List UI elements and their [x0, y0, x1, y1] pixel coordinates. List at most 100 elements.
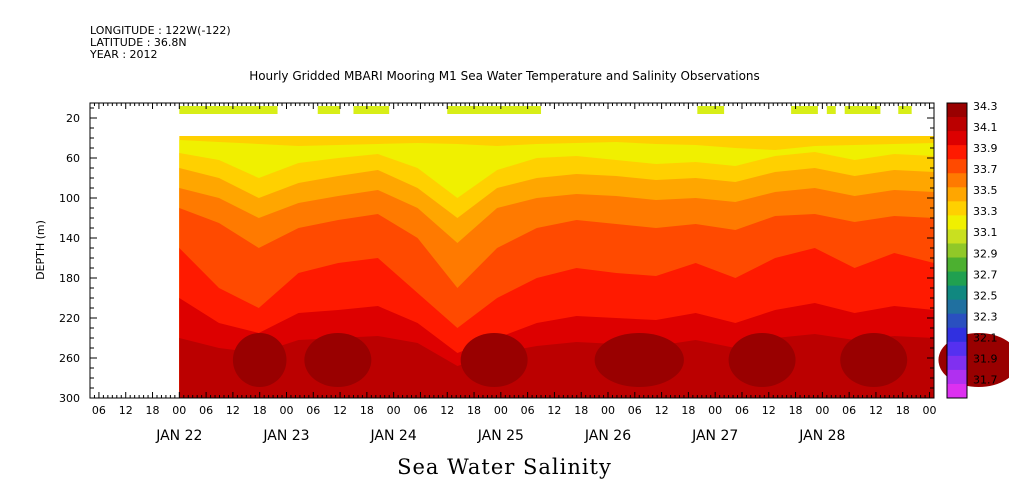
- x-tick-label: 06: [92, 404, 106, 417]
- surface-bar-segment: [179, 106, 278, 114]
- y-tick-label: 300: [59, 392, 80, 405]
- x-tick-label: 12: [869, 404, 883, 417]
- y-tick-labels: 20 60 100 140 180 220 260 300: [59, 112, 80, 405]
- colorbar-label: 32.9: [973, 247, 998, 260]
- y-axis-label: DEPTH (m): [34, 220, 47, 280]
- x-tick-label: 12: [226, 404, 240, 417]
- x-tick-label: 18: [253, 404, 267, 417]
- y-tick-label: 180: [59, 272, 80, 285]
- x-tick-label: 12: [119, 404, 133, 417]
- day-label: JAN 26: [584, 428, 631, 444]
- bottom-title: Sea Water Salinity: [397, 455, 612, 479]
- colorbar-label: 33.1: [973, 226, 998, 239]
- colorbar-label: 33.3: [973, 205, 998, 218]
- y-tick-label: 60: [66, 152, 80, 165]
- colorbar-label: 34.3: [973, 100, 998, 113]
- x-tick-label: 12: [655, 404, 669, 417]
- x-tick-label: 18: [146, 404, 160, 417]
- deep-patch: [594, 333, 684, 387]
- x-tick-label: 12: [547, 404, 561, 417]
- surface-bar-segment: [353, 106, 390, 114]
- surface-bar: [179, 106, 912, 114]
- x-tick-label: 06: [413, 404, 427, 417]
- day-label: JAN 28: [798, 428, 845, 444]
- colorbar-label: 32.7: [973, 268, 998, 281]
- y-tick-label: 140: [59, 232, 80, 245]
- colorbar-swatch: [947, 313, 967, 329]
- surface-bar-segment: [317, 106, 341, 114]
- colorbar-swatch: [947, 341, 967, 357]
- colorbar-swatch: [947, 299, 967, 315]
- colorbar-label: 34.1: [973, 121, 998, 134]
- colorbar-label: 32.5: [973, 289, 998, 302]
- latitude-label: LATITUDE : 36.8N: [90, 36, 187, 49]
- y-tick-label: 220: [59, 312, 80, 325]
- colorbar-label: 33.9: [973, 142, 998, 155]
- colorbar-swatch: [947, 117, 967, 132]
- deep-patch: [460, 333, 528, 387]
- x-tick-label: 18: [789, 404, 803, 417]
- colorbar-label: 32.3: [973, 311, 998, 324]
- deep-patch: [232, 333, 287, 387]
- x-tick-label: 18: [360, 404, 374, 417]
- x-tick-label: 00: [601, 404, 615, 417]
- y-tick-label: 20: [66, 112, 80, 125]
- colorbar-swatch: [947, 285, 967, 301]
- axis-ticks: [89, 103, 935, 398]
- x-tick-label: 12: [333, 404, 347, 417]
- x-tick-label: 06: [842, 404, 856, 417]
- deep-patch: [728, 333, 796, 387]
- day-label: JAN 22: [155, 428, 202, 444]
- surface-bar-segment: [844, 106, 881, 114]
- colorbar-swatch: [947, 145, 967, 160]
- colorbar-label: 32.1: [973, 332, 998, 345]
- colorbar-swatch: [947, 103, 967, 118]
- x-tick-label: 18: [467, 404, 481, 417]
- surface-bar-segment: [826, 106, 836, 114]
- x-tick-label: 06: [306, 404, 320, 417]
- contour-fill: [179, 136, 1009, 398]
- x-tick-label: 06: [735, 404, 749, 417]
- x-tick-label: 00: [815, 404, 829, 417]
- x-tick-label: 18: [681, 404, 695, 417]
- colorbar-swatch: [947, 131, 967, 146]
- day-label: JAN 24: [370, 428, 417, 444]
- chart-title: Hourly Gridded MBARI Mooring M1 Sea Wate…: [249, 69, 760, 83]
- colorbar-swatch: [947, 383, 967, 399]
- surface-bar-segment: [791, 106, 818, 114]
- colorbar-swatch: [947, 201, 967, 216]
- colorbar-label: 31.7: [973, 374, 998, 387]
- longitude-label: LONGITUDE : 122W(-122): [90, 24, 231, 37]
- colorbar-swatch: [947, 229, 967, 244]
- deep-patch: [840, 333, 908, 387]
- colorbar-swatch: [947, 257, 967, 273]
- surface-bar-segment: [898, 106, 912, 114]
- x-tick-label: 06: [199, 404, 213, 417]
- x-tick-label: 12: [762, 404, 776, 417]
- year-label: YEAR : 2012: [90, 48, 158, 61]
- surface-bar-segment: [697, 106, 725, 114]
- colorbar: 34.3 34.1 33.9 33.7 33.5 33.3 33.1 32.9 32.7 32.5…: [946, 100, 998, 399]
- day-label: JAN 23: [262, 428, 309, 444]
- surface-bar-segment: [447, 106, 542, 114]
- colorbar-swatch: [947, 271, 967, 287]
- x-tick-label: 18: [574, 404, 588, 417]
- colorbar-swatch: [947, 327, 967, 343]
- colorbar-swatch: [947, 355, 967, 371]
- day-labels: JAN 22 JAN 23 JAN 24 JAN 25 JAN 26 JAN 27 JAN …: [155, 428, 845, 444]
- colorbar-label: 33.5: [973, 184, 998, 197]
- colorbar-swatch: [947, 243, 967, 259]
- y-tick-label: 260: [59, 352, 80, 365]
- colorbar-swatch: [947, 215, 967, 230]
- x-tick-label: 00: [494, 404, 508, 417]
- colorbar-swatch: [947, 159, 967, 174]
- x-tick-label: 00: [387, 404, 401, 417]
- x-tick-label: 18: [896, 404, 910, 417]
- x-tick-labels: 06 12 18 00 06 12 18 00 06 12 18 00 06 12 18 00 06 12 18 00…: [92, 404, 937, 417]
- x-tick-label: 12: [440, 404, 454, 417]
- day-label: JAN 25: [477, 428, 524, 444]
- x-tick-label: 00: [923, 404, 937, 417]
- x-tick-label: 00: [708, 404, 722, 417]
- colorbar-swatch: [947, 369, 967, 385]
